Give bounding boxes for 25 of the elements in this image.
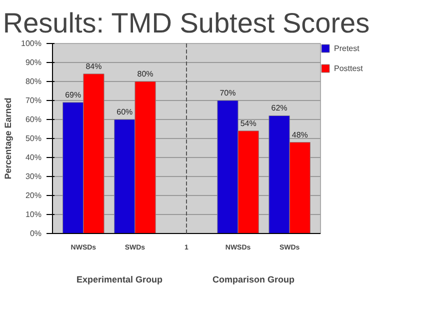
y-tick-label: 40% (25, 153, 42, 162)
legend-label: Pretest (334, 44, 360, 52)
data-label: 54% (240, 118, 256, 128)
data-label: 48% (292, 130, 308, 140)
data-label: 80% (137, 70, 154, 78)
data-label: 62% (271, 104, 288, 113)
legend-label: Posttest (334, 64, 363, 72)
data-label: 69% (65, 90, 82, 100)
chart-title: Results: TMD Subtest Scores (2, 8, 370, 38)
y-tick-label: 100% (21, 39, 42, 48)
y-tick-label: 10% (25, 210, 42, 219)
y-tick-label: 20% (25, 191, 42, 200)
data-label: 60% (116, 108, 133, 116)
text: Comparison Group (212, 274, 296, 284)
y-tick-label: 80% (25, 77, 42, 86)
y-tick-label: 30% (25, 172, 42, 181)
y-tick-label: 60% (25, 115, 42, 124)
data-label: 70% (220, 88, 236, 98)
y-tick-label: 90% (25, 58, 42, 67)
y-axis-title: Percentage Earned (3, 98, 14, 180)
data-label: 84% (86, 62, 102, 71)
y-tick-label: 50% (25, 134, 42, 143)
text: Experimental Group (76, 274, 164, 284)
y-tick-label: 0% (30, 229, 42, 238)
y-tick-label: 70% (25, 96, 42, 105)
